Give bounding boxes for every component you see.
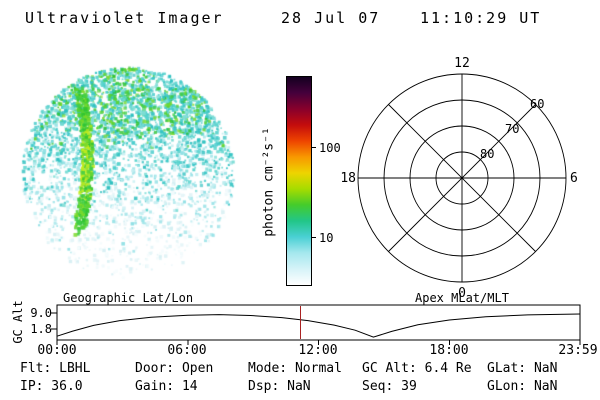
header-time: 11:10:29 UT bbox=[420, 9, 542, 27]
timeline-ytick-upper: 9.0 bbox=[30, 306, 52, 320]
app-title: Ultraviolet Imager bbox=[25, 9, 224, 27]
timeline-xtick-1800: 18:00 bbox=[429, 343, 469, 358]
status-door: Door: Open bbox=[135, 361, 214, 376]
uv-aurora-image bbox=[15, 60, 239, 284]
status-filter: Flt: LBHL bbox=[20, 361, 91, 376]
orbit-altitude-plot bbox=[51, 304, 581, 345]
polar-hour-label-6: 6 bbox=[570, 171, 578, 186]
timeline-axes bbox=[51, 304, 581, 345]
polar-grid-plot: 12 18 6 0 60 70 80 bbox=[340, 56, 578, 300]
colorbar bbox=[286, 76, 312, 286]
status-ip: IP: 36.0 bbox=[20, 379, 83, 394]
colorbar-tick-label-lower: 10 bbox=[319, 231, 334, 245]
status-mode: Mode: Normal bbox=[248, 361, 342, 376]
timeline-title-apex: Apex MLat/MLT bbox=[415, 291, 509, 305]
colorbar-tick-mark-upper bbox=[311, 147, 316, 148]
polar-lat-label-60: 60 bbox=[530, 97, 544, 111]
polar-hour-label-12: 12 bbox=[454, 56, 470, 71]
polar-lat-label-80: 80 bbox=[480, 147, 494, 161]
timeline-ytick-lower: 1.8 bbox=[30, 322, 52, 336]
timeline-xtick-1200: 12:00 bbox=[298, 343, 338, 358]
timeline-title-geographic: Geographic Lat/Lon bbox=[63, 291, 194, 305]
timeline-xtick-0000: 00:00 bbox=[37, 343, 77, 358]
polar-hour-label-0: 0 bbox=[458, 286, 466, 300]
status-dsp: Dsp: NaN bbox=[248, 379, 311, 394]
polar-hour-label-18: 18 bbox=[340, 171, 356, 186]
status-glon: GLon: NaN bbox=[487, 379, 558, 394]
timeline-xtick-0600: 06:00 bbox=[167, 343, 207, 358]
status-gc-alt: GC Alt: 6.4 Re bbox=[362, 361, 472, 376]
polar-lat-label-70: 70 bbox=[505, 122, 519, 136]
polar-grid-rings bbox=[357, 73, 567, 283]
colorbar-tick-label-upper: 100 bbox=[319, 141, 341, 155]
timeline-xtick-2359: 23:59 bbox=[558, 343, 598, 358]
status-gain: Gain: 14 bbox=[135, 379, 198, 394]
colorbar-axis-label: photon cm⁻²s⁻¹ bbox=[261, 127, 277, 237]
colorbar-tick-mark-lower bbox=[311, 237, 316, 238]
header-date: 28 Jul 07 bbox=[281, 9, 381, 27]
status-seq: Seq: 39 bbox=[362, 379, 417, 394]
gc-altitude-curve bbox=[56, 313, 581, 338]
status-glat: GLat: NaN bbox=[487, 361, 558, 376]
